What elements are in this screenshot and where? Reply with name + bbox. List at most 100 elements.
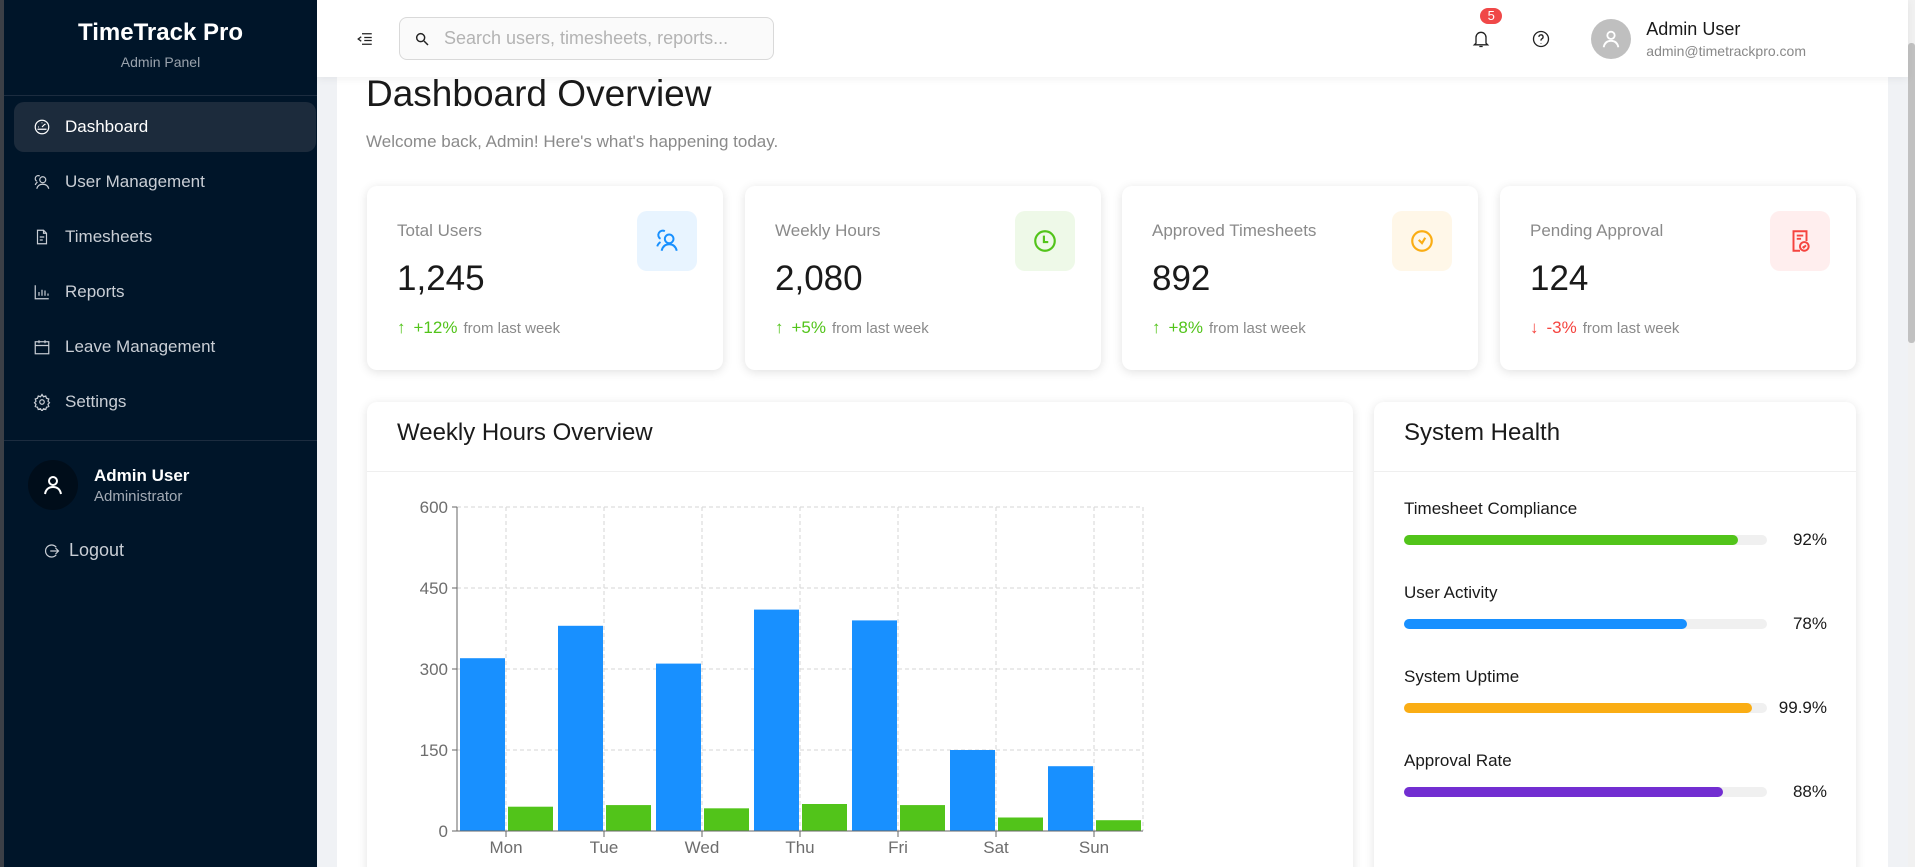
health-value: 92% [1792,530,1827,549]
svg-text:Fri: Fri [888,838,908,857]
search-box[interactable] [399,17,774,60]
sidebar-user-name: Admin User [94,465,190,485]
help-button[interactable] [1531,29,1551,49]
bar-fri-series-2 [900,805,945,831]
menu-toggle-button[interactable] [356,30,374,48]
health-label: Timesheet Compliance [1404,499,1578,518]
notifications-button[interactable]: 5 [1471,7,1503,49]
bar-thu-series-1 [754,609,799,831]
stat-change-percent: +8% [1168,318,1204,337]
stat-change-percent: +5% [791,318,827,337]
health-label: Approval Rate [1404,751,1512,770]
svg-text:300: 300 [420,660,448,679]
stat-change-suffix: from last week [832,319,929,337]
page-subtitle: Welcome back, Admin! Here's what's happe… [366,132,779,151]
weekly-hours-chart: 0 150 300 450 600 Mon Tue Wed Thu Fri Sat Sun [367,472,1353,867]
header-avatar[interactable] [1591,18,1632,59]
stat-value: 124 [1530,259,1589,298]
header-user[interactable]: Admin User admin@timetrackpro.com [1646,19,1806,59]
health-label: User Activity [1404,583,1498,602]
stat-change-percent: -3% [1546,318,1577,337]
stat-label: Weekly Hours [775,221,881,240]
logout-icon [45,543,60,558]
page-title: Dashboard Overview [366,73,712,114]
header-user-name: Admin User [1646,18,1741,39]
stat-change-suffix: from last week [463,319,561,337]
search-input[interactable] [444,28,744,49]
brand: TimeTrack Pro Admin Panel [4,0,317,96]
sidebar-nav: Dashboard User Management Timesheets Rep… [4,96,317,427]
svg-text:Sun: Sun [1079,838,1109,857]
users-icon [33,173,51,191]
stat-change-percent: +12% [413,318,458,337]
notification-badge: 5 [1480,7,1503,24]
scrollbar-thumb[interactable] [1908,43,1915,343]
system-health-panel: System Health Timesheet Compliance 92% U… [1374,402,1856,867]
bar-mon-series-2 [508,806,553,831]
bar-fri-series-1 [852,620,897,831]
stat-change: ↑ +12% from last week [397,318,560,338]
stat-card-pending-approval: Pending Approval 124 ↓ -3% from last wee… [1500,186,1856,370]
health-value: 88% [1792,782,1827,801]
stat-change: ↑ +8% from last week [1152,318,1306,338]
stat-card-weekly-hours: Weekly Hours 2,080 ↑ +5% from last week [745,186,1101,370]
svg-text:450: 450 [420,579,448,598]
health-item-approval-rate: Approval Rate 88% [1374,751,1856,802]
logout-button[interactable]: Logout [4,510,317,561]
svg-text:Sat: Sat [983,838,1009,857]
sidebar-item-settings[interactable]: Settings [14,377,316,427]
stat-value: 2,080 [775,259,863,298]
menu-fold-icon [357,32,372,45]
search-icon [415,32,429,46]
panel-title: System Health [1374,402,1856,472]
stat-change: ↑ +5% from last week [775,318,929,338]
stat-value: 1,245 [397,259,485,298]
arrow-up-icon: ↑ [775,318,784,337]
calendar-icon [33,338,51,356]
users-icon [656,229,678,252]
stat-icon-box [1770,211,1830,271]
svg-text:Wed: Wed [685,838,720,857]
sidebar-item-timesheets[interactable]: Timesheets [14,212,316,262]
stat-card-total-users: Total Users 1,245 ↑ +12% from last week [367,186,723,370]
weekly-hours-panel: Weekly Hours Overview 0 150 300 450 600 Mon Tu… [367,402,1353,867]
sidebar-item-leave-management[interactable]: Leave Management [14,322,316,372]
bar-wed-series-2 [704,808,749,831]
sidebar-item-reports[interactable]: Reports [14,267,316,317]
health-item-system-uptime: System Uptime 99.9% [1374,667,1856,718]
sidebar-user: Admin User Administrator [4,441,317,510]
sidebar-item-label: Timesheets [65,227,153,246]
arrow-up-icon: ↑ [397,318,406,337]
svg-text:0: 0 [439,822,448,841]
stat-icon-box [637,211,697,271]
sidebar-item-label: Settings [65,392,127,411]
arrow-down-icon: ↓ [1530,318,1539,337]
sidebar-item-label: Dashboard [65,117,149,136]
sidebar-item-label: Reports [65,282,125,301]
bar-sat-series-2 [998,817,1043,831]
health-label: System Uptime [1404,667,1520,686]
vertical-scrollbar[interactable] [1908,0,1915,867]
health-item-timesheet-compliance: Timesheet Compliance 92% [1374,499,1856,550]
stat-change-suffix: from last week [1209,319,1306,337]
bar-tue-series-1 [558,625,603,831]
stat-change-suffix: from last week [1582,319,1680,337]
bar-sat-series-1 [950,750,995,831]
file-check-icon [1792,230,1810,252]
progress-fill [1404,619,1688,629]
sidebar-divider [4,440,317,441]
stat-change: ↓ -3% from last week [1530,318,1679,338]
sidebar-item-user-management[interactable]: User Management [14,157,316,207]
bar-sun-series-1 [1048,766,1093,831]
progress-bar [1404,619,1767,629]
sidebar-item-dashboard[interactable]: Dashboard [14,102,316,152]
stat-label: Approved Timesheets [1152,221,1317,240]
bell-icon [1473,31,1490,47]
sidebar-item-label: User Management [65,172,205,191]
health-value: 99.9% [1778,698,1827,717]
stat-label: Total Users [397,221,483,240]
svg-text:Thu: Thu [785,838,814,857]
top-header: 5 Admin User admin@timetrackpro.com [317,0,1908,77]
bar-mon-series-1 [460,658,505,831]
sidebar-item-label: Leave Management [65,337,216,356]
